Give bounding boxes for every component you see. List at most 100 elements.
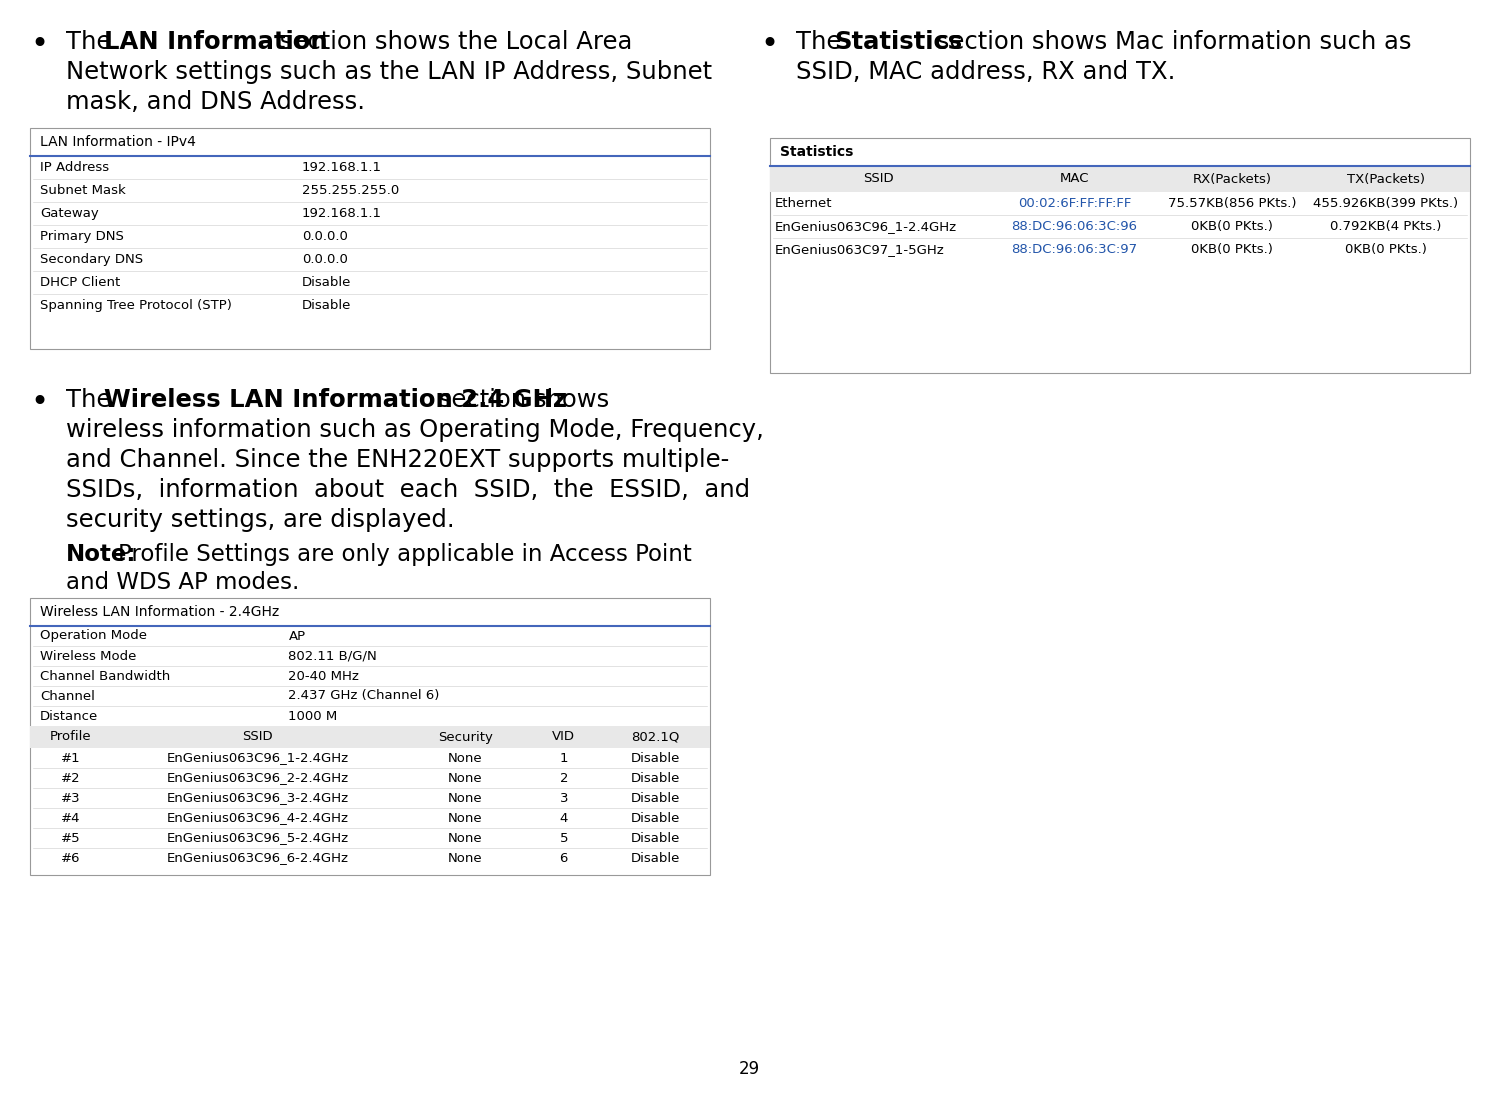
Text: wireless information such as Operating Mode, Frequency,: wireless information such as Operating M…: [66, 418, 764, 442]
Bar: [30, 598, 711, 875]
Text: Disable: Disable: [631, 772, 681, 784]
Text: None: None: [448, 772, 483, 784]
Text: Wireless Mode: Wireless Mode: [40, 650, 136, 662]
Text: AP: AP: [288, 629, 306, 642]
Text: 6: 6: [559, 852, 568, 864]
Text: •: •: [30, 30, 48, 59]
Text: None: None: [448, 831, 483, 844]
Text: Secondary DNS: Secondary DNS: [40, 253, 142, 266]
Text: Security: Security: [438, 730, 493, 743]
Text: 00:02:6F:FF:FF:FF: 00:02:6F:FF:FF:FF: [1018, 197, 1132, 210]
Text: SSID: SSID: [243, 730, 273, 743]
Text: Disable: Disable: [631, 852, 681, 864]
Text: The: The: [66, 388, 118, 412]
Text: #3: #3: [61, 792, 81, 805]
Text: LAN Information - IPv4: LAN Information - IPv4: [40, 135, 196, 149]
Text: Channel Bandwidth: Channel Bandwidth: [40, 670, 171, 683]
Text: EnGenius063C96_3-2.4GHz: EnGenius063C96_3-2.4GHz: [166, 792, 349, 805]
Text: Channel: Channel: [40, 690, 94, 703]
Text: #4: #4: [61, 811, 81, 825]
Text: Spanning Tree Protocol (STP): Spanning Tree Protocol (STP): [40, 299, 232, 312]
Text: #1: #1: [61, 751, 81, 764]
Text: and WDS AP modes.: and WDS AP modes.: [66, 571, 300, 594]
Text: 88:DC:96:06:3C:97: 88:DC:96:06:3C:97: [1012, 243, 1138, 256]
Text: Primary DNS: Primary DNS: [40, 229, 124, 243]
Text: and Channel. Since the ENH220EXT supports multiple-: and Channel. Since the ENH220EXT support…: [66, 448, 729, 472]
Text: EnGenius063C96_5-2.4GHz: EnGenius063C96_5-2.4GHz: [166, 831, 349, 844]
Text: EnGenius063C96_4-2.4GHz: EnGenius063C96_4-2.4GHz: [166, 811, 349, 825]
Text: 4: 4: [559, 811, 568, 825]
Text: EnGenius063C96_6-2.4GHz: EnGenius063C96_6-2.4GHz: [166, 852, 349, 864]
Text: 802.1Q: 802.1Q: [631, 730, 679, 743]
Text: None: None: [448, 811, 483, 825]
Text: Profile: Profile: [49, 730, 91, 743]
Text: Wireless LAN Information 2.4 GHz: Wireless LAN Information 2.4 GHz: [103, 388, 567, 412]
Text: section shows Mac information such as: section shows Mac information such as: [929, 30, 1412, 54]
Text: LAN Information: LAN Information: [103, 30, 328, 54]
Text: 3: 3: [559, 792, 568, 805]
Text: 1000 M: 1000 M: [288, 709, 337, 722]
Text: 192.168.1.1: 192.168.1.1: [301, 208, 382, 220]
Text: IP Address: IP Address: [40, 161, 109, 173]
Text: MAC: MAC: [1060, 172, 1090, 186]
Text: security settings, are displayed.: security settings, are displayed.: [66, 508, 454, 533]
Text: Network settings such as the LAN IP Address, Subnet: Network settings such as the LAN IP Addr…: [66, 60, 712, 85]
Text: None: None: [448, 792, 483, 805]
Text: None: None: [448, 852, 483, 864]
Text: TX(Packets): TX(Packets): [1348, 172, 1426, 186]
Text: 0KB(0 PKts.): 0KB(0 PKts.): [1345, 243, 1427, 256]
Text: Statistics: Statistics: [779, 145, 853, 159]
Text: DHCP Client: DHCP Client: [40, 276, 120, 289]
Text: Subnet Mask: Subnet Mask: [40, 184, 126, 197]
Text: Disable: Disable: [301, 299, 351, 312]
Text: #2: #2: [61, 772, 81, 784]
Text: 29: 29: [739, 1060, 760, 1078]
Text: Note:: Note:: [66, 544, 136, 565]
Text: 0KB(0 PKts.): 0KB(0 PKts.): [1192, 220, 1273, 233]
Text: Ethernet: Ethernet: [775, 197, 832, 210]
Text: #5: #5: [61, 831, 81, 844]
Text: Profile Settings are only applicable in Access Point: Profile Settings are only applicable in …: [118, 544, 691, 565]
Text: SSIDs,  information  about  each  SSID,  the  ESSID,  and: SSIDs, information about each SSID, the …: [66, 478, 750, 502]
Text: mask, and DNS Address.: mask, and DNS Address.: [66, 90, 364, 114]
Bar: [30, 128, 711, 349]
Text: Operation Mode: Operation Mode: [40, 629, 147, 642]
Text: Disable: Disable: [631, 831, 681, 844]
Text: 0.0.0.0: 0.0.0.0: [301, 253, 348, 266]
Text: section shows: section shows: [432, 388, 609, 412]
Text: The: The: [66, 30, 118, 54]
Text: •: •: [30, 388, 48, 417]
Text: 2.437 GHz (Channel 6): 2.437 GHz (Channel 6): [288, 690, 439, 703]
Text: VID: VID: [552, 730, 576, 743]
Bar: [30, 726, 711, 748]
Text: 0.0.0.0: 0.0.0.0: [301, 229, 348, 243]
Text: 20-40 MHz: 20-40 MHz: [288, 670, 360, 683]
Text: section shows the Local Area: section shows the Local Area: [271, 30, 633, 54]
Bar: [770, 138, 1471, 373]
Text: EnGenius063C96_2-2.4GHz: EnGenius063C96_2-2.4GHz: [166, 772, 349, 784]
Text: The: The: [796, 30, 848, 54]
Text: Disable: Disable: [631, 811, 681, 825]
Text: 255.255.255.0: 255.255.255.0: [301, 184, 399, 197]
Text: SSID: SSID: [863, 172, 893, 186]
Text: EnGenius063C96_1-2.4GHz: EnGenius063C96_1-2.4GHz: [166, 751, 349, 764]
Text: RX(Packets): RX(Packets): [1193, 172, 1271, 186]
Text: 192.168.1.1: 192.168.1.1: [301, 161, 382, 173]
Text: 0.792KB(4 PKts.): 0.792KB(4 PKts.): [1330, 220, 1442, 233]
Text: •: •: [760, 30, 778, 59]
Text: Statistics: Statistics: [833, 30, 962, 54]
Text: Disable: Disable: [301, 276, 351, 289]
Text: 1: 1: [559, 751, 568, 764]
Bar: [770, 166, 1471, 192]
Text: Disable: Disable: [631, 751, 681, 764]
Text: Gateway: Gateway: [40, 208, 99, 220]
Text: #6: #6: [61, 852, 81, 864]
Text: Disable: Disable: [631, 792, 681, 805]
Text: 802.11 B/G/N: 802.11 B/G/N: [288, 650, 378, 662]
Text: SSID, MAC address, RX and TX.: SSID, MAC address, RX and TX.: [796, 60, 1175, 85]
Text: 88:DC:96:06:3C:96: 88:DC:96:06:3C:96: [1012, 220, 1138, 233]
Text: EnGenius063C96_1-2.4GHz: EnGenius063C96_1-2.4GHz: [775, 220, 958, 233]
Text: 75.57KB(856 PKts.): 75.57KB(856 PKts.): [1168, 197, 1297, 210]
Text: None: None: [448, 751, 483, 764]
Text: 5: 5: [559, 831, 568, 844]
